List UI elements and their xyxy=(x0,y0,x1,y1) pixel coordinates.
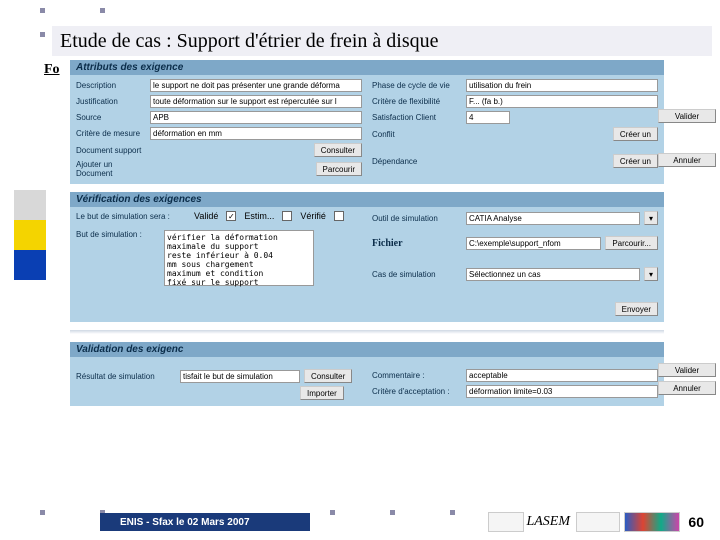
footer-text: ENIS - Sfax le 02 Mars 2007 xyxy=(120,517,250,528)
input-commentaire[interactable]: acceptable xyxy=(466,369,658,382)
deco-dot xyxy=(40,32,45,37)
input-phase-cycle[interactable]: utilisation du frein xyxy=(466,79,658,92)
logo-right xyxy=(624,512,680,532)
textarea-but-simulation[interactable]: vérifier la déformation maximale du supp… xyxy=(164,230,314,286)
input-resultat-simulation[interactable]: tisfait le but de simulation xyxy=(180,370,300,383)
section-header-validation: Validation des exigenc xyxy=(70,342,664,357)
section-header-attributs: Attributs des exigence xyxy=(70,60,664,75)
label-phase-cycle: Phase de cycle de vie xyxy=(372,81,462,90)
parcourir-button[interactable]: Parcourir xyxy=(316,162,362,176)
sidebar-stripes xyxy=(14,190,46,280)
select-cas-simulation[interactable]: Sélectionnez un cas xyxy=(466,268,640,281)
consulter-button[interactable]: Consulter xyxy=(314,143,362,157)
valider-validation-button[interactable]: Valider xyxy=(658,363,716,377)
input-source[interactable]: APB xyxy=(150,111,362,124)
chevron-down-icon[interactable]: ▾ xyxy=(644,211,658,225)
label-document-support: Document support xyxy=(76,146,146,155)
slide-footer: ENIS - Sfax le 02 Mars 2007 LASEM 60 xyxy=(0,510,720,534)
logo-left xyxy=(488,512,524,532)
label-outil-simulation: Outil de simulation xyxy=(372,214,462,223)
input-justification[interactable]: toute déformation sur le support est rép… xyxy=(150,95,362,108)
valider-button[interactable]: Valider xyxy=(658,109,716,123)
option-estim: Estim... xyxy=(244,211,274,221)
label-commentaire: Commentaire : xyxy=(372,371,462,380)
label-justification: Justification xyxy=(76,97,146,106)
label-dependance: Dépendance xyxy=(372,157,462,166)
input-satisfaction[interactable]: 4 xyxy=(466,111,510,124)
label-conflit: Conflit xyxy=(372,130,462,139)
select-outil-simulation[interactable]: CATIA Analyse xyxy=(466,212,640,225)
input-critere-acceptation[interactable]: déformation limite=0.03 xyxy=(466,385,658,398)
checkbox-verifie[interactable] xyxy=(334,211,344,221)
deco-dot xyxy=(40,8,45,13)
label-source: Source xyxy=(76,113,146,122)
chevron-down-icon[interactable]: ▾ xyxy=(644,267,658,281)
annuler-validation-button[interactable]: Annuler xyxy=(658,381,716,395)
input-description[interactable]: le support ne doit pas présenter une gra… xyxy=(150,79,362,92)
importer-button[interactable]: Importer xyxy=(300,386,344,400)
label-ajouter-document: Ajouter un Document xyxy=(76,160,146,178)
creer-dependance-button[interactable]: Créer un xyxy=(613,154,658,168)
label-satisfaction: Satisfaction Client xyxy=(372,113,462,122)
logo-mid xyxy=(576,512,620,532)
section-header-verification: Vérification des exigences xyxy=(70,192,664,207)
panel-validation: Résultat de simulation tisfait le but de… xyxy=(70,357,664,406)
envoyer-button[interactable]: Envoyer xyxy=(615,302,658,316)
label-fichier: Fichier xyxy=(372,238,462,249)
consulter-resultat-button[interactable]: Consulter xyxy=(304,369,352,383)
input-critere-mesure[interactable]: déformation en mm xyxy=(150,127,362,140)
label-resultat-simulation: Résultat de simulation xyxy=(76,372,176,381)
label-but-sera: Le but de simulation sera : xyxy=(76,212,186,221)
label-cas-simulation: Cas de simulation xyxy=(372,270,462,279)
lasem-label: LASEM xyxy=(526,514,570,530)
fo-label: Fo xyxy=(44,62,60,78)
option-valide: Validé xyxy=(194,211,218,221)
slide-title: Etude de cas : Support d'étrier de frein… xyxy=(52,26,712,56)
deco-dot xyxy=(100,8,105,13)
parcourir-fichier-button[interactable]: Parcourir... xyxy=(605,236,658,250)
label-flexibilite: Critère de flexibilité xyxy=(372,97,462,106)
checkbox-valide[interactable]: ✓ xyxy=(226,211,236,221)
app-window: Attributs des exigence Description le sup… xyxy=(70,60,664,406)
annuler-button[interactable]: Annuler xyxy=(658,153,716,167)
panel-verification: Le but de simulation sera : Validé ✓ Esti… xyxy=(70,207,664,322)
creer-conflit-button[interactable]: Créer un xyxy=(613,127,658,141)
checkbox-estim[interactable] xyxy=(282,211,292,221)
option-verifie: Vérifié xyxy=(300,211,326,221)
page-number: 60 xyxy=(688,514,704,530)
input-fichier[interactable]: C:\exemple\support_nfom xyxy=(466,237,601,250)
panel-attributs: Description le support ne doit pas présen… xyxy=(70,75,664,184)
input-flexibilite[interactable]: F... (fa b.) xyxy=(466,95,658,108)
label-critere-mesure: Critère de mesure xyxy=(76,129,146,138)
label-critere-acceptation: Critère d'acceptation : xyxy=(372,387,462,396)
label-but-simulation: But de simulation : xyxy=(76,230,160,239)
label-description: Description xyxy=(76,81,146,90)
